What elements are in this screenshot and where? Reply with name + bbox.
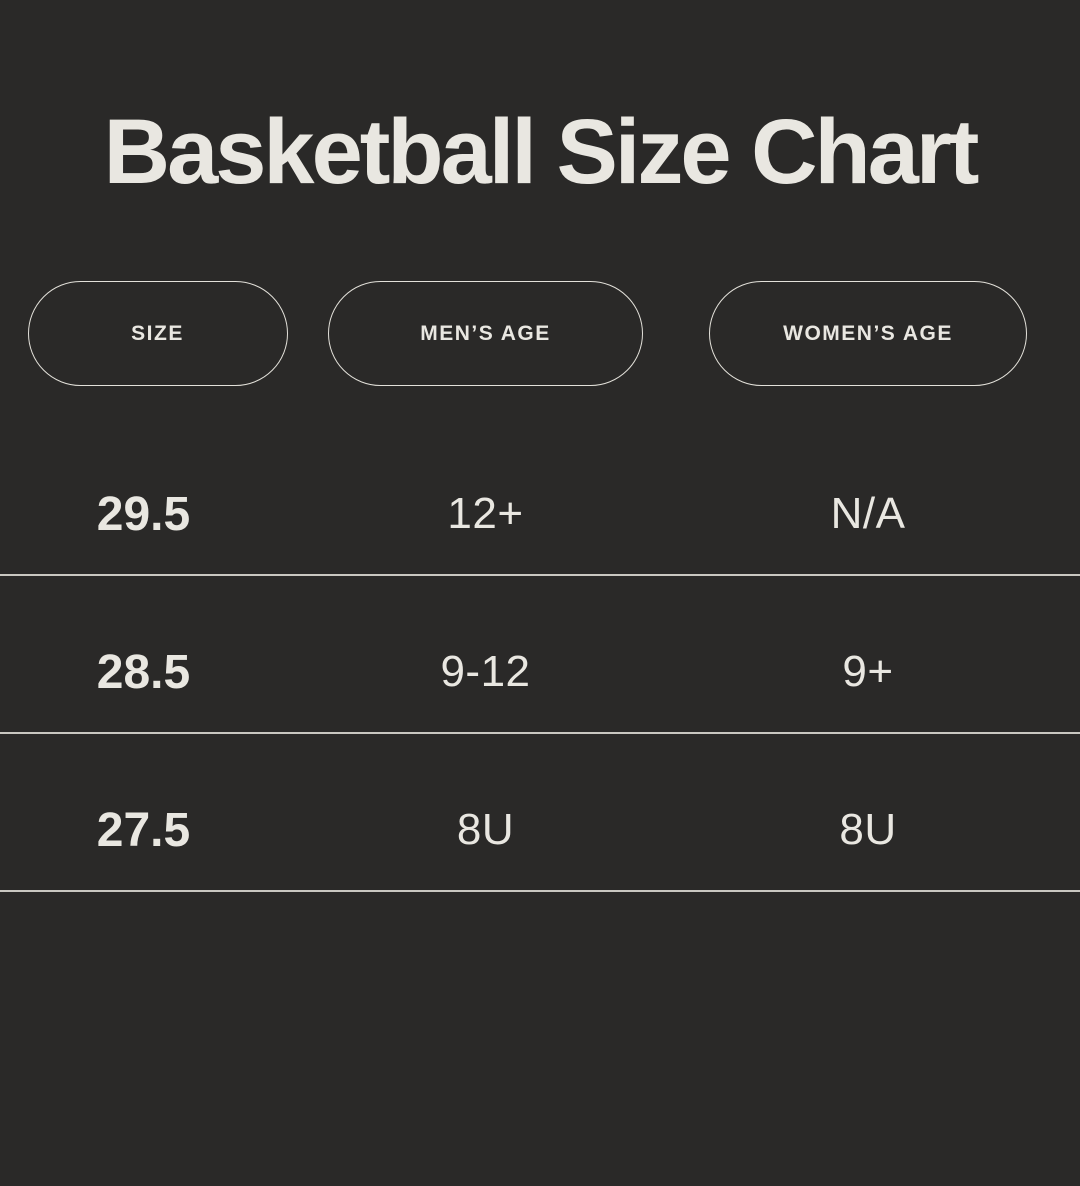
cell-womens-age: 9+ bbox=[842, 647, 894, 696]
page-title: Basketball Size Chart bbox=[103, 101, 980, 203]
cell-mens-age: 8U bbox=[456, 805, 515, 854]
cell-size: 28.5 bbox=[96, 645, 191, 699]
column-header-pill-size: SIZE bbox=[27, 281, 288, 386]
column-header-label-mens-age: MEN’S AGE bbox=[420, 321, 551, 345]
column-header-pill-mens-age: MEN’S AGE bbox=[328, 281, 643, 386]
cell-mens-age: 12+ bbox=[447, 489, 524, 538]
table-body: 29.5 12+ N/A 28.5 9-12 9+ 27.5 8U 8U bbox=[0, 418, 1080, 892]
cell-size: 27.5 bbox=[96, 803, 191, 857]
column-header-label-size: SIZE bbox=[131, 321, 184, 345]
table-row: 28.5 9-12 9+ bbox=[0, 576, 1080, 734]
table-row: 29.5 12+ N/A bbox=[0, 418, 1080, 576]
table-row: 27.5 8U 8U bbox=[0, 734, 1080, 892]
cell-size: 29.5 bbox=[96, 487, 191, 541]
column-header-pill-womens-age: WOMEN’S AGE bbox=[709, 281, 1027, 386]
table-header-row: SIZE MEN’S AGE WOMEN’S AGE bbox=[0, 281, 1080, 386]
cell-womens-age: N/A bbox=[830, 489, 906, 538]
column-header-label-womens-age: WOMEN’S AGE bbox=[783, 321, 953, 345]
size-chart-page: Basketball Size Chart SIZE MEN’S AGE WOM… bbox=[0, 106, 1080, 1186]
cell-mens-age: 9-12 bbox=[440, 647, 531, 696]
cell-womens-age: 8U bbox=[839, 805, 897, 854]
